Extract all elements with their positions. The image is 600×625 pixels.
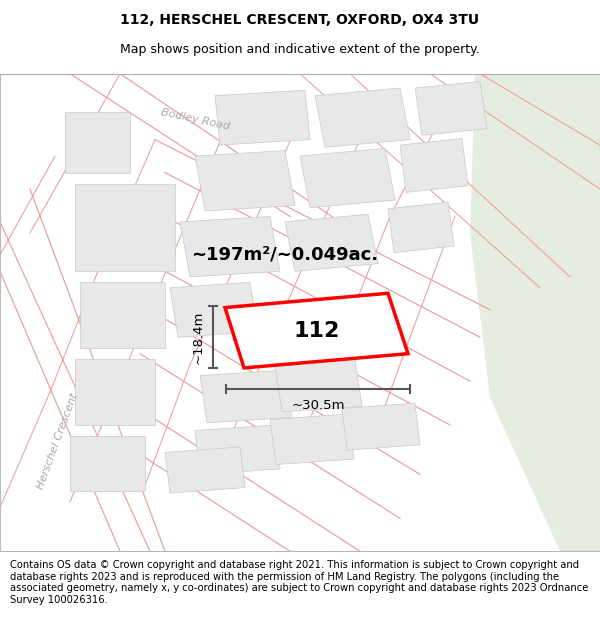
Polygon shape (70, 436, 145, 491)
Polygon shape (180, 216, 280, 277)
Polygon shape (315, 88, 410, 148)
Polygon shape (165, 447, 245, 493)
Polygon shape (275, 359, 362, 412)
Polygon shape (65, 112, 130, 173)
Polygon shape (285, 214, 378, 271)
Text: 112, HERSCHEL CRESCENT, OXFORD, OX4 3TU: 112, HERSCHEL CRESCENT, OXFORD, OX4 3TU (121, 13, 479, 27)
Polygon shape (200, 370, 292, 423)
Text: Bodley Road: Bodley Road (160, 107, 230, 132)
Polygon shape (415, 81, 487, 135)
Polygon shape (270, 414, 354, 464)
Polygon shape (342, 403, 420, 450)
Polygon shape (400, 139, 468, 192)
Polygon shape (470, 74, 600, 551)
Polygon shape (300, 148, 395, 208)
Polygon shape (75, 184, 175, 271)
Text: ~30.5m: ~30.5m (291, 399, 345, 412)
Text: ~18.4m: ~18.4m (192, 311, 205, 364)
Text: Map shows position and indicative extent of the property.: Map shows position and indicative extent… (120, 43, 480, 56)
Text: Contains OS data © Crown copyright and database right 2021. This information is : Contains OS data © Crown copyright and d… (10, 560, 589, 605)
Polygon shape (75, 359, 155, 425)
Polygon shape (195, 425, 280, 474)
Polygon shape (195, 151, 295, 211)
Polygon shape (170, 282, 258, 338)
Polygon shape (388, 202, 454, 252)
Text: ~197m²/~0.049ac.: ~197m²/~0.049ac. (191, 246, 379, 264)
Text: Herschel Crescent: Herschel Crescent (36, 392, 80, 491)
Polygon shape (225, 293, 408, 368)
Text: 112: 112 (293, 321, 340, 341)
Polygon shape (80, 282, 165, 348)
Polygon shape (215, 90, 310, 145)
